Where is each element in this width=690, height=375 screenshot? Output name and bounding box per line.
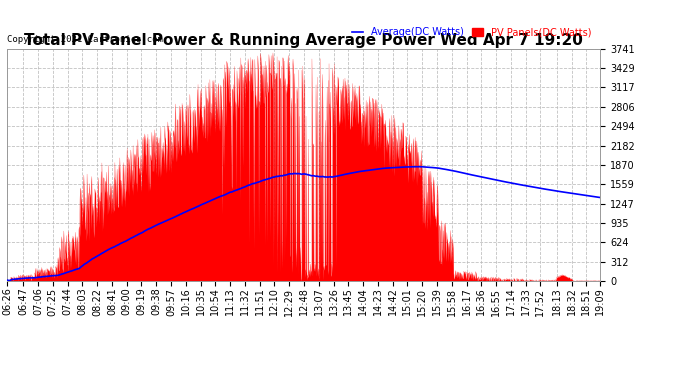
Text: Copyright 2021 Cartronics.com: Copyright 2021 Cartronics.com (7, 35, 163, 44)
Title: Total PV Panel Power & Running Average Power Wed Apr 7 19:20: Total PV Panel Power & Running Average P… (24, 33, 583, 48)
Legend: Average(DC Watts), PV Panels(DC Watts): Average(DC Watts), PV Panels(DC Watts) (348, 23, 595, 41)
